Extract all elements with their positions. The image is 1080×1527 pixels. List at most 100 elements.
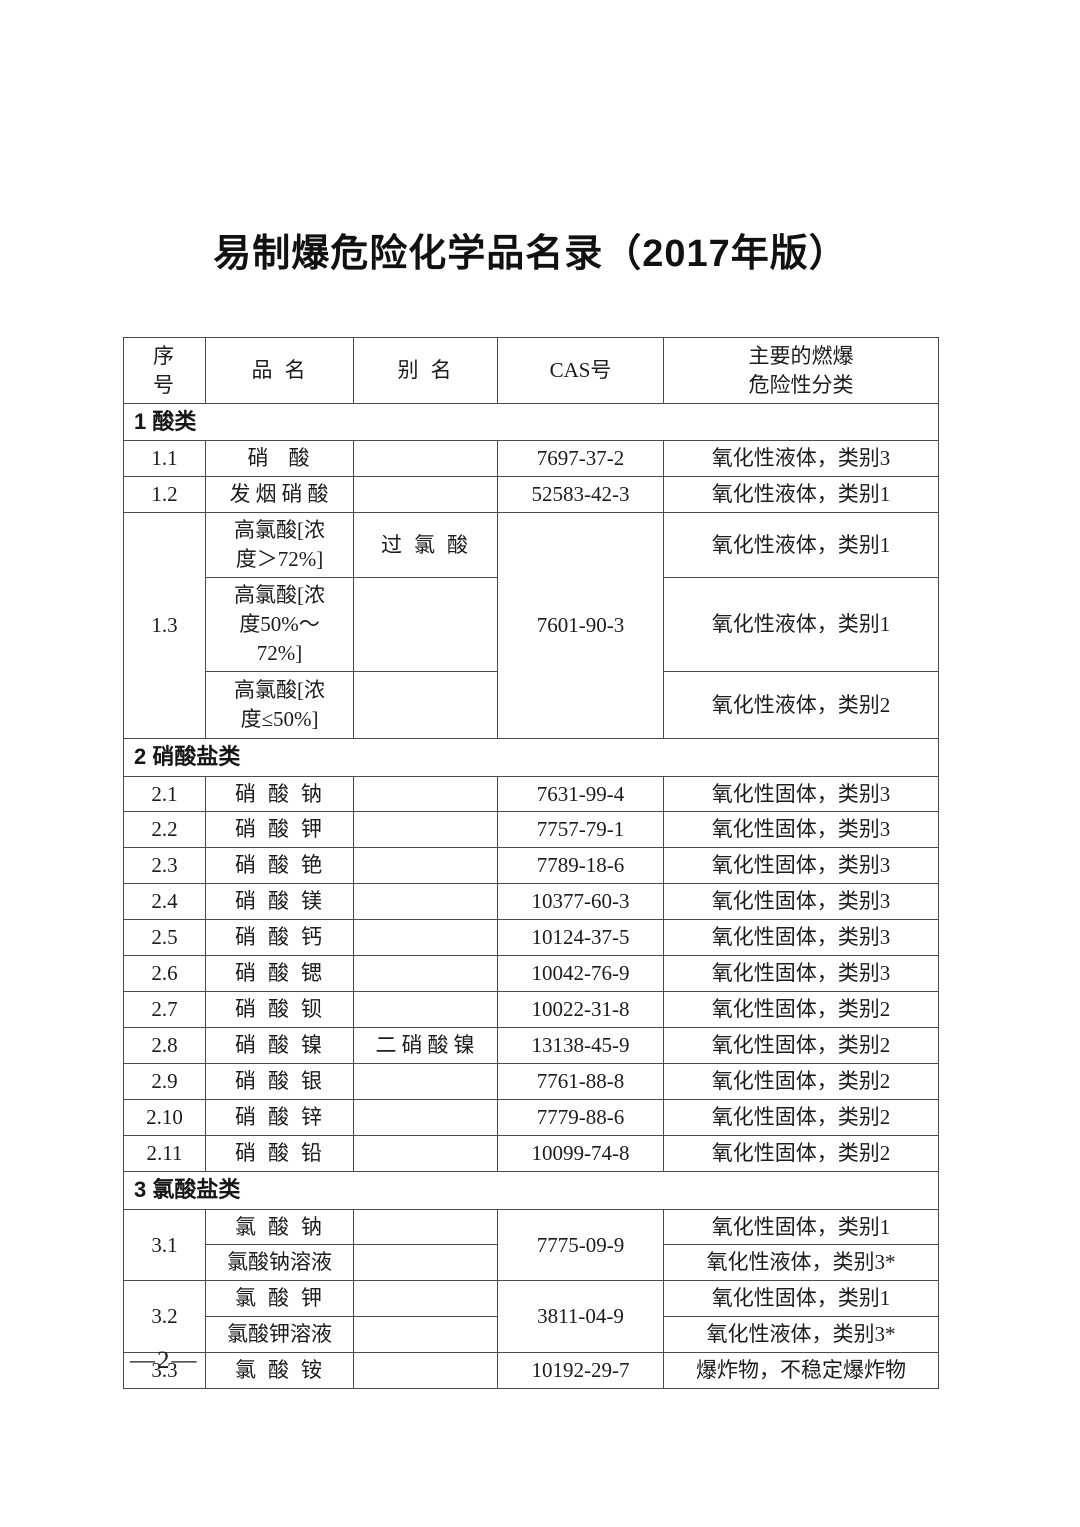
cell-hazard: 氧化性固体，类别1 <box>663 1208 939 1246</box>
cell-hazard: 氧化性固体，类别3 <box>663 883 939 921</box>
cell-no: 2.1 <box>123 775 206 813</box>
cell-hazard: 氧化性固体，类别2 <box>663 1063 939 1101</box>
table-row: 1.1 硝酸 7697-37-2 氧化性液体，类别3 <box>123 440 939 478</box>
cell-cas: 7779-88-6 <box>497 1099 664 1137</box>
table-row-group-1-3: 高氯酸[浓 度≤50%] 氧化性液体，类别2 <box>124 671 939 740</box>
cell-alias <box>353 440 498 478</box>
table-row: 2.7 硝酸钡 10022-31-8 氧化性固体，类别2 <box>123 991 939 1029</box>
cell-cas: 10099-74-8 <box>497 1135 664 1173</box>
cell-no: 1.1 <box>123 440 206 478</box>
table-row: 2.2 硝酸钾 7757-79-1 氧化性固体，类别3 <box>123 811 939 849</box>
table-row-group-3-1: 3.1 氯酸钠 7775-09-9 氧化性固体，类别1 <box>123 1208 939 1282</box>
cell-name: 硝酸 <box>205 440 354 478</box>
section-label: 1 酸类 <box>123 402 939 442</box>
cell-name: 高氯酸[浓 度≤50%] <box>205 671 354 740</box>
col-header-no: 序号 <box>123 337 206 404</box>
cell-name: 发烟硝酸 <box>205 476 354 514</box>
cell-cas: 10124-37-5 <box>497 919 664 957</box>
cell-hazard: 氧化性液体，类别1 <box>663 512 939 579</box>
cell-alias <box>353 811 498 849</box>
cell-name: 硝酸银 <box>205 1063 354 1101</box>
table-row-group-3-1: 氯酸钠溶液 氧化性液体，类别3* <box>124 1244 939 1282</box>
cell-alias <box>353 1316 498 1354</box>
cell-alias <box>353 919 498 957</box>
cell-name: 硝酸钙 <box>205 919 354 957</box>
table-row: 2.4 硝酸镁 10377-60-3 氧化性固体，类别3 <box>123 883 939 921</box>
table-row: 2.10 硝酸锌 7779-88-6 氧化性固体，类别2 <box>123 1099 939 1137</box>
cell-cas: 7789-18-6 <box>497 847 664 885</box>
cell-no: 1.2 <box>123 476 206 514</box>
cell-hazard: 氧化性液体，类别3 <box>663 440 939 478</box>
cell-hazard: 氧化性固体，类别2 <box>663 1135 939 1173</box>
col-header-hazard: 主要的燃爆 危险性分类 <box>663 337 939 404</box>
table-row: 2.3 硝酸铯 7789-18-6 氧化性固体，类别3 <box>123 847 939 885</box>
cell-name: 氯酸钠 <box>205 1208 354 1246</box>
cell-alias <box>353 577 498 673</box>
section-row-acids: 1 酸类 <box>123 402 939 442</box>
cell-alias <box>353 955 498 993</box>
cell-name: 硝酸铯 <box>205 847 354 885</box>
cell-alias <box>353 1208 498 1246</box>
cell-no: 3.3 <box>123 1352 206 1390</box>
table-row: 3.3 氯酸铵 10192-29-7 爆炸物，不稳定爆炸物 <box>123 1352 939 1390</box>
section-row-nitrates: 2 硝酸盐类 <box>123 738 939 777</box>
cell-alias <box>353 476 498 514</box>
cell-no: 2.8 <box>123 1027 206 1065</box>
table-header-row: 序号 品名 别名 CAS号 主要的燃爆 危险性分类 <box>123 337 939 404</box>
cell-hazard: 氧化性固体，类别3 <box>663 775 939 813</box>
cell-alias <box>353 1244 498 1282</box>
table-row: 2.9 硝酸银 7761-88-8 氧化性固体，类别2 <box>123 1063 939 1101</box>
table-row-group-3-2: 3.2 氯酸钾 3811-04-9 氧化性固体，类别1 <box>123 1280 939 1354</box>
cell-no: 1.3 <box>123 512 206 740</box>
table-row-group-1-3: 高氯酸[浓 度50%～ 72%] 氧化性液体，类别1 <box>124 577 939 673</box>
cell-cas: 7775-09-9 <box>497 1208 664 1282</box>
table-row: 2.6 硝酸锶 10042-76-9 氧化性固体，类别3 <box>123 955 939 993</box>
cell-name: 硝酸铅 <box>205 1135 354 1173</box>
cell-cas: 10042-76-9 <box>497 955 664 993</box>
cell-alias <box>353 883 498 921</box>
cell-name: 硝酸钠 <box>205 775 354 813</box>
cell-name: 氯酸钠溶液 <box>205 1244 354 1282</box>
cell-name: 硝酸钡 <box>205 991 354 1029</box>
cell-no: 2.7 <box>123 991 206 1029</box>
table-row-group-3-2: 氯酸钾溶液 氧化性液体，类别3* <box>124 1316 939 1354</box>
cell-hazard: 氧化性固体，类别3 <box>663 955 939 993</box>
cell-no: 2.11 <box>123 1135 206 1173</box>
cell-cas: 10192-29-7 <box>497 1352 664 1390</box>
section-label: 2 硝酸盐类 <box>123 738 939 777</box>
cell-no: 2.9 <box>123 1063 206 1101</box>
section-row-chlorates: 3 氯酸盐类 <box>123 1171 939 1210</box>
cell-alias <box>353 775 498 813</box>
cell-cas: 3811-04-9 <box>497 1280 664 1354</box>
cell-hazard: 氧化性固体，类别1 <box>663 1280 939 1318</box>
cell-name: 硝酸钾 <box>205 811 354 849</box>
chemical-table: 序号 品名 别名 CAS号 主要的燃爆 危险性分类 1 酸类 1.1 硝酸 76… <box>123 337 939 1390</box>
cell-alias: 过氯酸 <box>353 512 498 579</box>
table-row: 2.11 硝酸铅 10099-74-8 氧化性固体，类别2 <box>123 1135 939 1173</box>
cell-name: 氯酸铵 <box>205 1352 354 1390</box>
cell-cas: 7757-79-1 <box>497 811 664 849</box>
cell-hazard: 氧化性固体，类别2 <box>663 1027 939 1065</box>
col-header-name: 品名 <box>205 337 354 404</box>
cell-hazard: 爆炸物，不稳定爆炸物 <box>663 1352 939 1390</box>
cell-name: 高氯酸[浓 度50%～ 72%] <box>205 577 354 673</box>
cell-alias <box>353 1135 498 1173</box>
table-row: 2.1 硝酸钠 7631-99-4 氧化性固体，类别3 <box>123 775 939 813</box>
cell-hazard: 氧化性固体，类别3 <box>663 847 939 885</box>
cell-name: 高氯酸[浓 度＞72%] <box>205 512 354 579</box>
cell-cas: 52583-42-3 <box>497 476 664 514</box>
cell-cas: 7631-99-4 <box>497 775 664 813</box>
cell-cas: 10377-60-3 <box>497 883 664 921</box>
cell-hazard: 氧化性固体，类别2 <box>663 1099 939 1137</box>
cell-name: 氯酸钾 <box>205 1280 354 1318</box>
cell-no: 2.10 <box>123 1099 206 1137</box>
cell-hazard: 氧化性液体，类别3* <box>663 1244 939 1282</box>
cell-no: 2.6 <box>123 955 206 993</box>
cell-alias: 二硝酸镍 <box>353 1027 498 1065</box>
cell-hazard: 氧化性固体，类别3 <box>663 811 939 849</box>
cell-no: 3.1 <box>123 1208 206 1282</box>
cell-hazard: 氧化性液体，类别1 <box>663 476 939 514</box>
cell-alias <box>353 1063 498 1101</box>
cell-hazard: 氧化性固体，类别3 <box>663 919 939 957</box>
cell-no: 2.4 <box>123 883 206 921</box>
